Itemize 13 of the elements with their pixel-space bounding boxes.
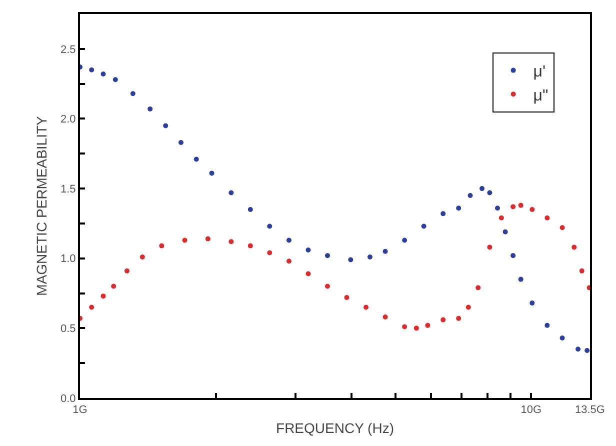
legend-label: μ'	[533, 64, 546, 81]
y-tick-label: 0.0	[60, 392, 76, 405]
x-tick-label: 1G	[72, 404, 88, 416]
x-axis-title: FREQUENCY (Hz)	[276, 420, 394, 436]
y-tick-label: 2.5	[60, 44, 76, 56]
x-tick-label: 13.5G	[575, 404, 605, 416]
y-axis-title: MAGNETIC PERMEABILITY	[34, 115, 50, 296]
y-tick-label: 1.5	[60, 183, 76, 196]
legend-label: μ"	[533, 87, 548, 104]
y-tick-label: 0.5	[60, 323, 76, 336]
x-tick-label: 10G	[520, 404, 542, 416]
y-tick-label: 1.0	[60, 253, 76, 266]
y-tick-label: 2.0	[60, 114, 76, 126]
